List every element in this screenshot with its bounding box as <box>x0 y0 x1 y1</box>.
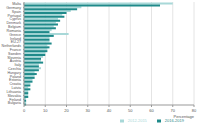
svg-text:Greece: Greece <box>9 32 21 37</box>
svg-text:Finland: Finland <box>9 97 21 102</box>
svg-text:Poland: Poland <box>9 74 21 79</box>
svg-text:Czechia: Czechia <box>8 67 21 71</box>
svg-text:Sweden: Sweden <box>8 51 21 56</box>
svg-text:50: 50 <box>128 108 133 113</box>
svg-text:France: France <box>9 48 21 52</box>
svg-text:Latvia: Latvia <box>11 86 21 91</box>
svg-text:EU-27: EU-27 <box>10 40 21 45</box>
svg-text:Belgium: Belgium <box>8 25 21 30</box>
svg-text:30: 30 <box>86 108 91 113</box>
svg-text:10: 10 <box>43 108 48 113</box>
svg-text:Spain: Spain <box>11 9 21 14</box>
svg-text:20: 20 <box>64 108 69 113</box>
svg-text:Estonia: Estonia <box>9 78 21 83</box>
svg-text:Cyprus: Cyprus <box>9 17 21 22</box>
svg-text:Croatia: Croatia <box>9 82 21 87</box>
svg-text:60: 60 <box>149 108 154 113</box>
html-text:2016-2019: 2016-2019 <box>164 118 184 123</box>
svg-text:80: 80 <box>192 108 193 113</box>
svg-text:Austria: Austria <box>9 59 21 64</box>
html-text:2012-2015: 2012-2015 <box>127 118 147 123</box>
svg-text:Italy: Italy <box>14 63 21 68</box>
svg-text:Percentage: Percentage <box>174 114 192 119</box>
svg-text:70: 70 <box>171 108 176 113</box>
svg-text:Malta: Malta <box>12 2 21 7</box>
svg-text:0: 0 <box>23 108 26 113</box>
svg-text:40: 40 <box>107 108 112 113</box>
svg-text:Ireland: Ireland <box>10 36 21 41</box>
svg-text:Bulgaria: Bulgaria <box>8 101 21 105</box>
